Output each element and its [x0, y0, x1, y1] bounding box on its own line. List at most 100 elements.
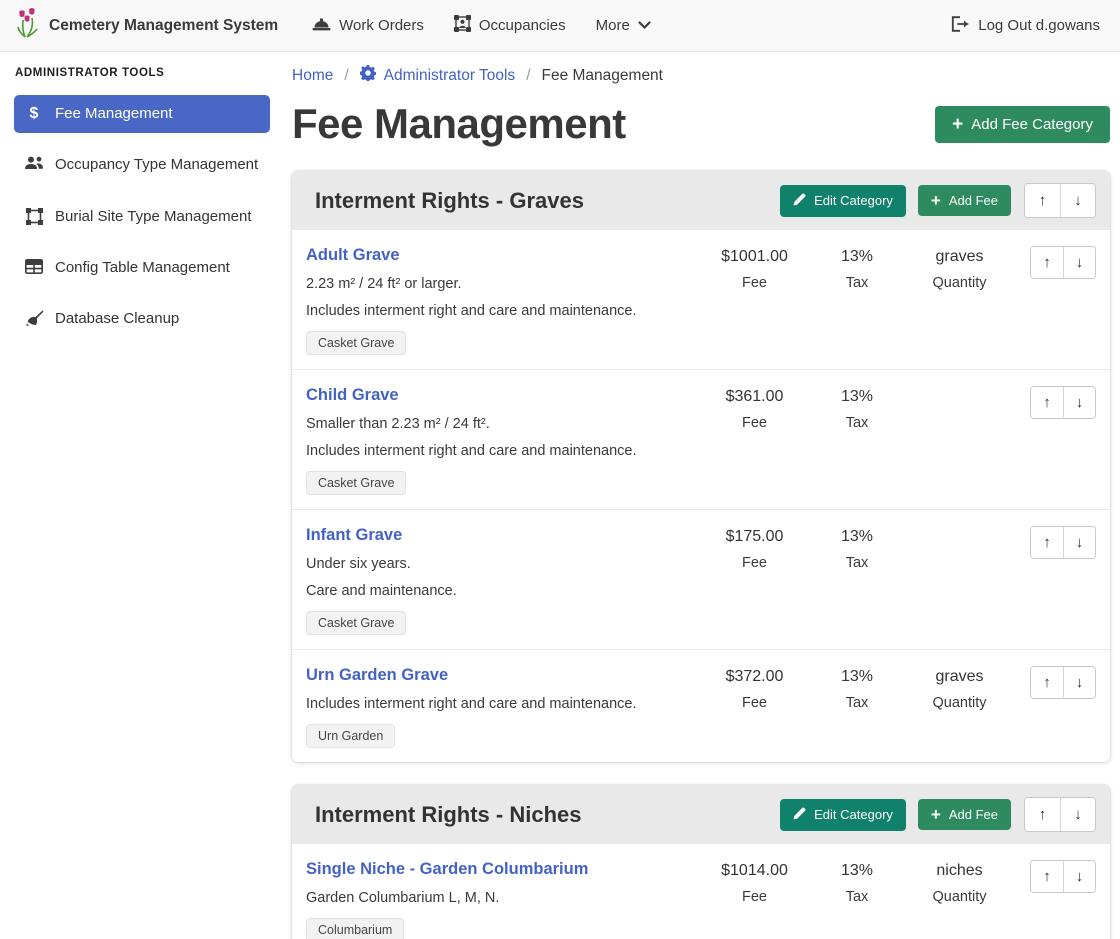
- category-header: Interment Rights - Niches Edit Category …: [292, 785, 1110, 844]
- main-content: Home / Administrator Tools / Fee Managem…: [280, 52, 1120, 939]
- nav-occupancies[interactable]: Occupancies: [454, 15, 566, 36]
- fee-amount-label: Fee: [702, 415, 807, 431]
- fee-description-2: Includes interment right and care and ma…: [306, 443, 694, 459]
- fee-quantity-column: niches Quantity: [907, 859, 1012, 939]
- fee-quantity-column: graves Quantity: [907, 665, 1012, 748]
- fee-amount: $1014.00: [702, 862, 807, 880]
- add-fee-button[interactable]: + Add Fee: [918, 185, 1011, 216]
- sidebar-item-database-cleanup[interactable]: Database Cleanup: [14, 300, 270, 338]
- fee-description-2: Care and maintenance.: [306, 583, 694, 599]
- logout-button[interactable]: Log Out d.gowans: [951, 16, 1104, 36]
- sidebar-item-config-table-management[interactable]: Config Table Management: [14, 249, 270, 287]
- sidebar-item-fee-management[interactable]: $ Fee Management: [14, 95, 270, 133]
- add-fee-button[interactable]: + Add Fee: [918, 799, 1011, 830]
- fee-type-badge: Urn Garden: [306, 724, 395, 748]
- fee-tax-column: 13% Tax: [807, 859, 907, 939]
- move-category-up-button[interactable]: ↑: [1025, 798, 1060, 831]
- move-fee-up-button[interactable]: ↑: [1031, 527, 1063, 558]
- chevron-down-icon: [638, 17, 651, 34]
- fee-description-1: Garden Columbarium L, M, N.: [306, 890, 694, 906]
- fee-type-badge: Casket Grave: [306, 611, 406, 635]
- nav-work-orders[interactable]: Work Orders: [312, 16, 424, 36]
- fee-tax: 13%: [807, 668, 907, 686]
- fee-name-link[interactable]: Child Grave: [306, 386, 399, 405]
- move-fee-down-button[interactable]: ↓: [1063, 247, 1095, 278]
- main-nav: Work Orders Occupancies More: [312, 15, 651, 36]
- fee-tax: 13%: [807, 388, 907, 406]
- fee-description-1: Includes interment right and care and ma…: [306, 696, 694, 712]
- fee-amount-column: $175.00 Fee: [702, 525, 807, 635]
- fee-quantity: graves: [907, 248, 1012, 266]
- pencil-icon: [793, 193, 806, 209]
- fee-category-card: Interment Rights - Niches Edit Category …: [292, 785, 1110, 939]
- fee-reorder-group: ↑ ↓: [1030, 386, 1096, 419]
- move-category-down-button[interactable]: ↓: [1060, 798, 1095, 831]
- fee-quantity-column: [907, 525, 1012, 635]
- broom-icon: [24, 310, 44, 326]
- fee-description-1: Under six years.: [306, 556, 694, 572]
- fee-amount-column: $1001.00 Fee: [702, 245, 807, 355]
- move-category-down-button[interactable]: ↓: [1060, 184, 1095, 217]
- fee-type-badge: Casket Grave: [306, 471, 406, 495]
- breadcrumb-home-link[interactable]: Home: [292, 67, 333, 85]
- breadcrumb-current: Fee Management: [542, 67, 664, 85]
- fee-quantity-label: Quantity: [907, 275, 1012, 291]
- fee-row: Single Niche - Garden Columbarium Garden…: [292, 844, 1110, 939]
- category-reorder-group: ↑ ↓: [1024, 183, 1096, 218]
- fee-tax-label: Tax: [807, 889, 907, 905]
- category-reorder-group: ↑ ↓: [1024, 797, 1096, 832]
- page-title: Fee Management: [292, 100, 626, 148]
- sidebar: ADMINISTRATOR TOOLS $ Fee Management Occ…: [0, 52, 280, 939]
- move-fee-up-button[interactable]: ↑: [1031, 667, 1063, 698]
- fee-tax-label: Tax: [807, 555, 907, 571]
- fee-name-link[interactable]: Single Niche - Garden Columbarium: [306, 860, 588, 879]
- fee-tax-label: Tax: [807, 275, 907, 291]
- fee-category-card: Interment Rights - Graves Edit Category …: [292, 171, 1110, 762]
- categories: Interment Rights - Graves Edit Category …: [292, 171, 1110, 939]
- move-fee-up-button[interactable]: ↑: [1031, 387, 1063, 418]
- fee-reorder-group: ↑ ↓: [1030, 246, 1096, 279]
- fee-amount-label: Fee: [702, 889, 807, 905]
- category-title: Interment Rights - Niches: [315, 802, 581, 828]
- fee-name-link[interactable]: Infant Grave: [306, 526, 402, 545]
- fee-quantity: niches: [907, 862, 1012, 880]
- category-header: Interment Rights - Graves Edit Category …: [292, 171, 1110, 230]
- breadcrumb-admin-tools-link[interactable]: Administrator Tools: [360, 65, 516, 86]
- move-fee-down-button[interactable]: ↓: [1063, 667, 1095, 698]
- breadcrumb: Home / Administrator Tools / Fee Managem…: [292, 65, 1110, 86]
- fee-tax-column: 13% Tax: [807, 245, 907, 355]
- move-fee-up-button[interactable]: ↑: [1031, 247, 1063, 278]
- move-fee-down-button[interactable]: ↓: [1063, 527, 1095, 558]
- sidebar-item-burial-site-type-management[interactable]: Burial Site Type Management: [14, 198, 270, 236]
- move-fee-up-button[interactable]: ↑: [1031, 861, 1063, 892]
- fee-amount-column: $372.00 Fee: [702, 665, 807, 748]
- fee-amount: $175.00: [702, 528, 807, 546]
- app-brand[interactable]: Cemetery Management System: [16, 8, 278, 43]
- fee-type-badge: Columbarium: [306, 918, 404, 939]
- add-fee-category-button[interactable]: + Add Fee Category: [935, 106, 1110, 143]
- users-icon: [24, 156, 44, 171]
- fee-row: Infant Grave Under six years. Care and m…: [292, 509, 1110, 649]
- sidebar-item-occupancy-type-management[interactable]: Occupancy Type Management: [14, 146, 270, 184]
- fee-amount-label: Fee: [702, 695, 807, 711]
- fee-name-link[interactable]: Urn Garden Grave: [306, 666, 448, 685]
- dollar-icon: $: [24, 105, 44, 123]
- fee-amount: $1001.00: [702, 248, 807, 266]
- fee-row: Child Grave Smaller than 2.23 m² / 24 ft…: [292, 369, 1110, 509]
- plus-icon: +: [952, 118, 963, 131]
- pencil-icon: [793, 807, 806, 823]
- edit-category-button[interactable]: Edit Category: [780, 799, 906, 831]
- fee-amount-column: $361.00 Fee: [702, 385, 807, 495]
- fee-reorder-group: ↑ ↓: [1030, 860, 1096, 893]
- app-title: Cemetery Management System: [49, 17, 278, 35]
- fee-name-link[interactable]: Adult Grave: [306, 246, 400, 265]
- edit-category-button[interactable]: Edit Category: [780, 185, 906, 217]
- plus-icon: +: [931, 808, 941, 821]
- nav-more[interactable]: More: [596, 17, 651, 34]
- move-fee-down-button[interactable]: ↓: [1063, 861, 1095, 892]
- fee-row: Urn Garden Grave Includes interment righ…: [292, 649, 1110, 762]
- plus-icon: +: [931, 194, 941, 207]
- move-category-up-button[interactable]: ↑: [1025, 184, 1060, 217]
- move-fee-down-button[interactable]: ↓: [1063, 387, 1095, 418]
- fee-quantity-label: Quantity: [907, 695, 1012, 711]
